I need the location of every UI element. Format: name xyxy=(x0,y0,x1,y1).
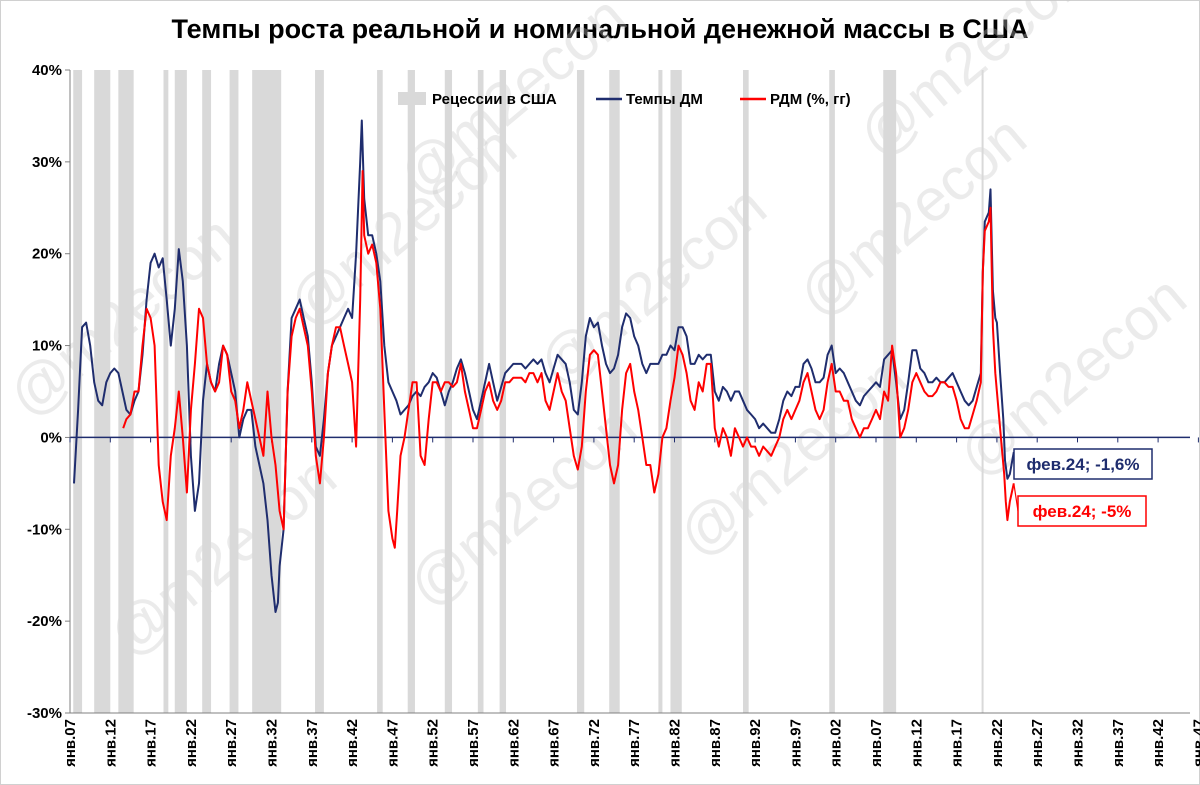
y-tick-label: -30% xyxy=(27,705,62,722)
y-tick-label: -20% xyxy=(27,613,62,630)
x-tick-label: янв.87 xyxy=(707,719,724,767)
recession-band xyxy=(73,70,83,713)
recession-band xyxy=(670,70,682,713)
x-tick-label: янв.97 xyxy=(787,719,804,767)
x-tick-label: янв.47 xyxy=(1190,719,1200,767)
x-tick-label: янв.82 xyxy=(667,719,684,767)
x-tick-label: янв.37 xyxy=(1110,719,1127,767)
y-tick-label: -10% xyxy=(27,521,62,538)
legend-label-nominal: Темпы ДМ xyxy=(626,91,703,108)
x-tick-label: янв.07 xyxy=(868,719,885,767)
y-tick-label: 30% xyxy=(32,154,62,171)
annotations: фев.24; -1,6% фев.24; -5% xyxy=(1013,448,1153,527)
callout-real-box xyxy=(1017,495,1147,527)
recession-band xyxy=(477,70,484,713)
y-tick-label: 0% xyxy=(40,429,62,446)
recession-band xyxy=(315,70,324,713)
x-tick-label: янв.12 xyxy=(102,719,119,767)
y-tick-label: 20% xyxy=(32,246,62,263)
x-tick-label: янв.47 xyxy=(384,719,401,767)
x-tick-label: янв.52 xyxy=(425,719,442,767)
x-tick-label: янв.62 xyxy=(505,719,522,767)
recession-band xyxy=(94,70,111,713)
recession-band xyxy=(743,70,749,713)
recession-band xyxy=(377,70,383,713)
x-tick-label: янв.92 xyxy=(747,719,764,767)
x-tick-label: янв.67 xyxy=(546,719,563,767)
legend-swatch-recessions xyxy=(398,92,426,105)
x-tick-label: янв.22 xyxy=(989,719,1006,767)
real-growth-line xyxy=(122,170,1015,549)
recession-band xyxy=(202,70,212,713)
x-tick-label: янв.32 xyxy=(1070,719,1087,767)
callout-real-text: фев.24; -5% xyxy=(1033,502,1132,521)
x-tick-label: янв.17 xyxy=(143,719,160,767)
x-tick-label: янв.07 xyxy=(62,719,79,767)
recession-band xyxy=(829,70,835,713)
x-tick-label: янв.77 xyxy=(626,719,643,767)
recession-band xyxy=(658,70,663,713)
recession-band xyxy=(174,70,187,713)
nominal-growth-line xyxy=(73,119,1015,613)
x-tick-label: янв.22 xyxy=(183,719,200,767)
legend-label-real: РДМ (%, гг) xyxy=(770,91,851,108)
callout-nominal-text: фев.24; -1,6% xyxy=(1027,455,1140,474)
x-tick-label: янв.17 xyxy=(949,719,966,767)
legend: Рецессии в США Темпы ДМ РДМ (%, гг) xyxy=(398,91,851,108)
watermark-text: @m2econ xyxy=(525,172,778,400)
legend-label-recessions: Рецессии в США xyxy=(432,91,557,108)
recession-band xyxy=(118,70,134,713)
x-tick-label: янв.02 xyxy=(828,719,845,767)
series-lines xyxy=(73,119,1015,613)
callout-nominal-box xyxy=(1013,448,1153,480)
x-tick-label: янв.57 xyxy=(465,719,482,767)
x-tick-label: янв.32 xyxy=(264,719,281,767)
recession-band xyxy=(609,70,620,713)
y-tick-label: 10% xyxy=(32,338,62,355)
x-tick-label: янв.27 xyxy=(1029,719,1046,767)
x-tick-label: янв.42 xyxy=(1150,719,1167,767)
x-tick-label: янв.27 xyxy=(223,719,240,767)
recession-band xyxy=(229,70,239,713)
recession-band xyxy=(163,70,169,713)
x-tick-label: янв.72 xyxy=(586,719,603,767)
recession-band xyxy=(981,70,984,713)
x-tick-label: янв.12 xyxy=(908,719,925,767)
x-tick-label: янв.37 xyxy=(304,719,321,767)
y-tick-label: 40% xyxy=(32,62,62,79)
chart-title: Темпы роста реальной и номинальной денеж… xyxy=(171,14,1029,44)
x-tick-label: янв.42 xyxy=(344,719,361,767)
